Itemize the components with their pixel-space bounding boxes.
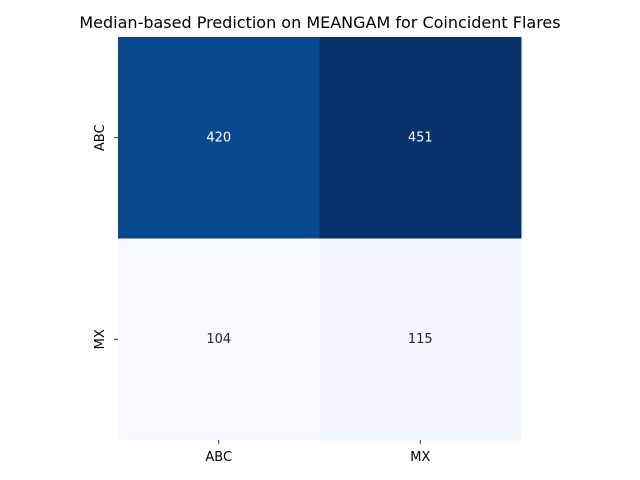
x-axis: ABC MX	[205, 440, 430, 465]
heatmap-annotations: 420 451 104 115	[206, 130, 432, 347]
x-tick-label-mx: MX	[410, 450, 430, 465]
heatmap-cells	[118, 37, 522, 441]
cell-value-label-mx-abc: 104	[206, 332, 231, 347]
y-axis: ABC MX	[93, 124, 118, 349]
heatmap-cell-mx-abc	[118, 238, 320, 441]
cell-value-label-abc-mx: 451	[408, 130, 433, 145]
chart-title: Median-based Prediction on MEANGAM for C…	[79, 13, 560, 32]
y-tick-label-mx: MX	[93, 329, 108, 349]
heatmap-cell-abc-abc	[118, 37, 320, 239]
y-tick-label-abc: ABC	[93, 124, 108, 151]
cell-value-label-abc-abc: 420	[206, 130, 231, 145]
cell-value-label-mx-mx: 115	[408, 332, 433, 347]
x-tick-label-abc: ABC	[205, 450, 232, 465]
heatmap-cell-abc-mx	[319, 37, 522, 239]
heatmap-cell-mx-mx	[319, 238, 522, 441]
